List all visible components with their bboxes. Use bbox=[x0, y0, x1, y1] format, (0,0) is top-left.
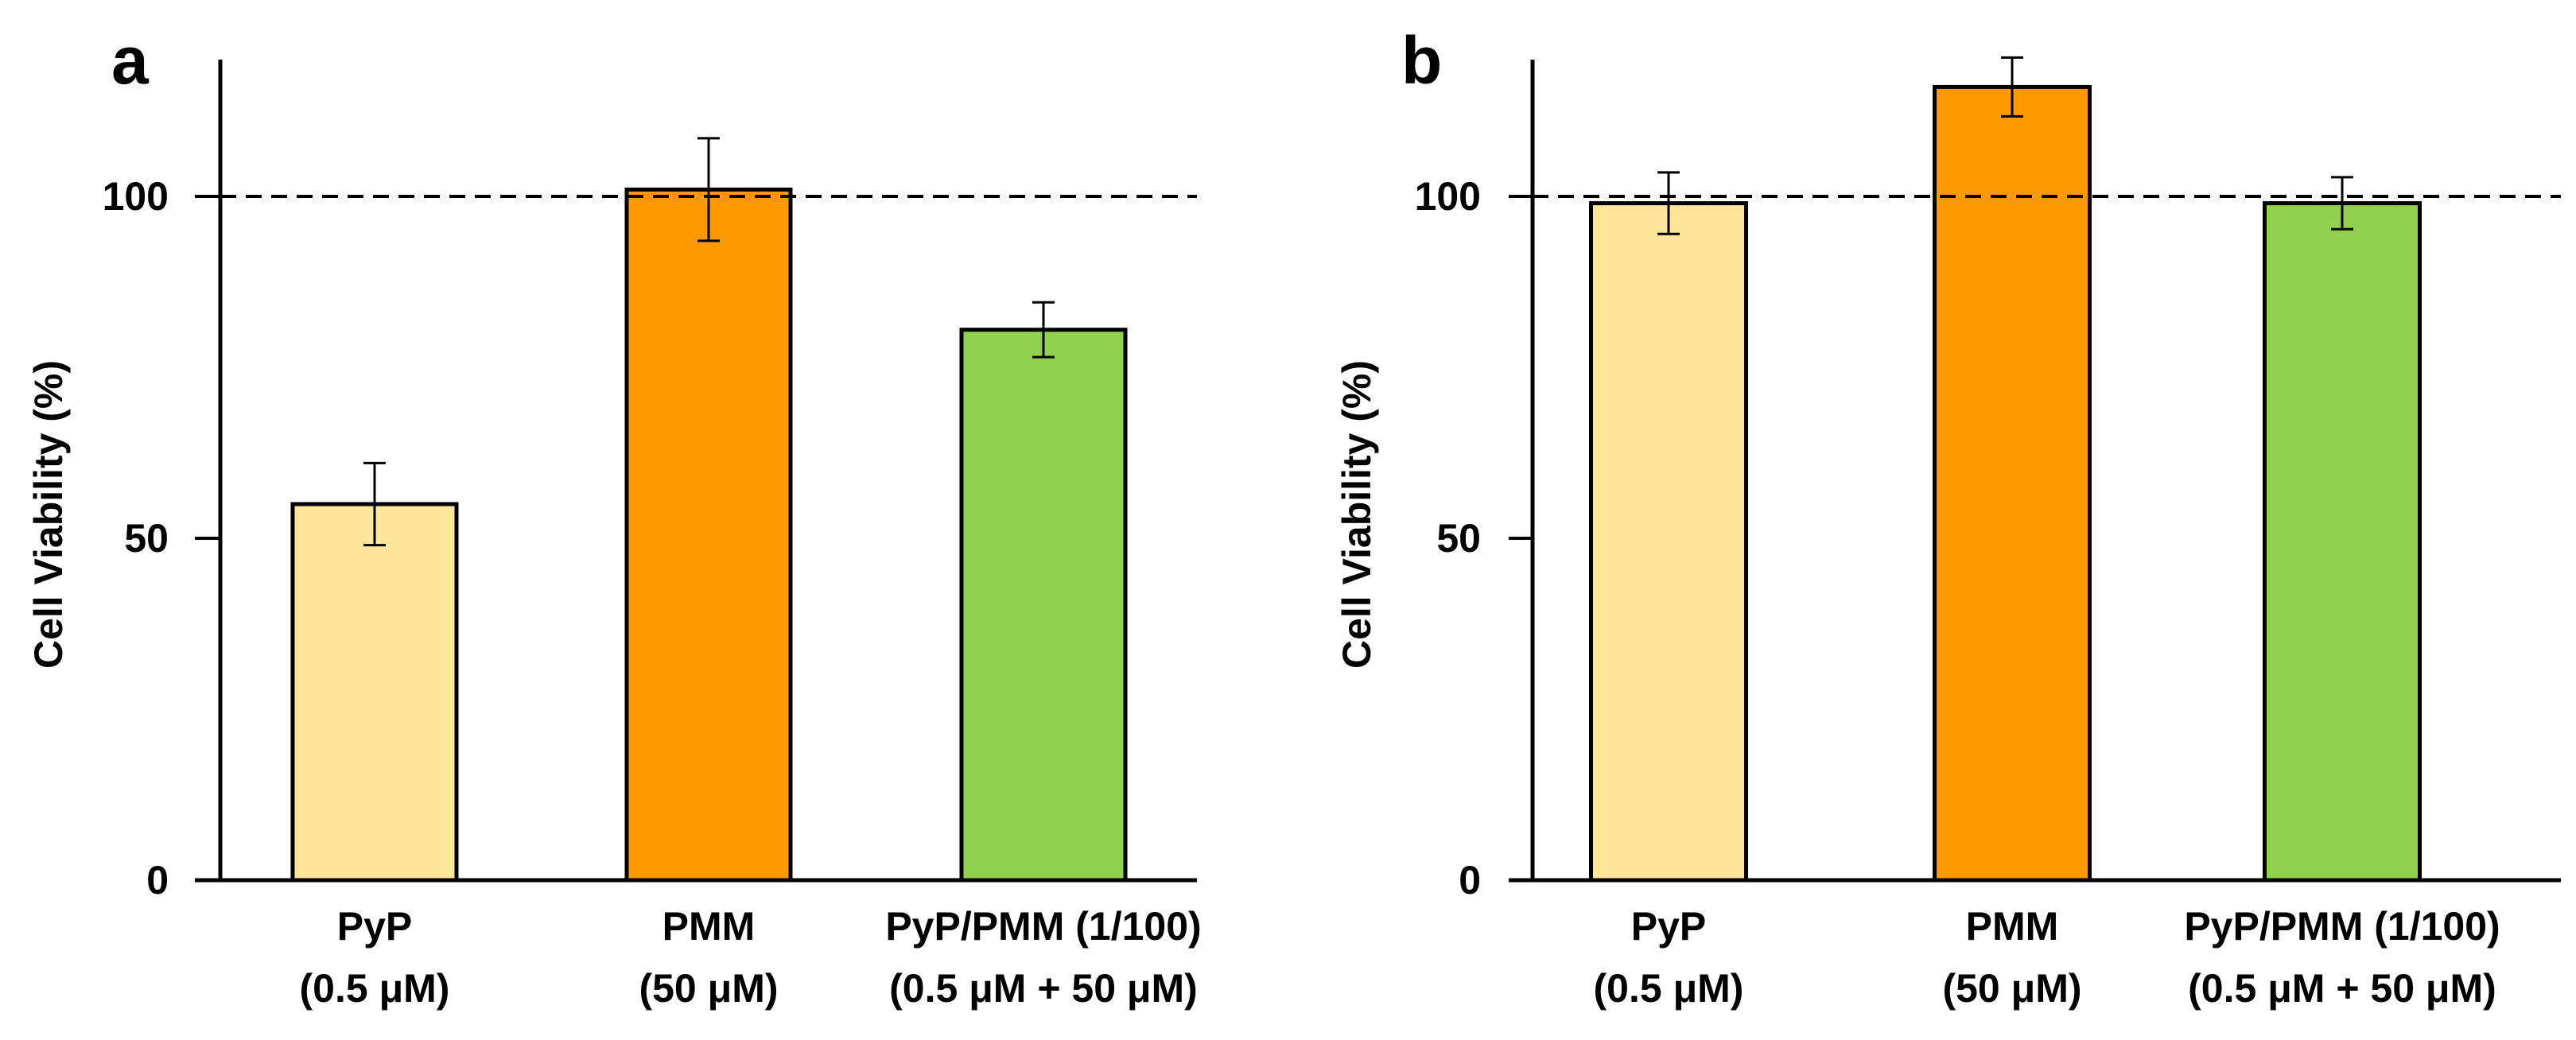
panel-b-category-label-1-line2: (0.5 μM) bbox=[1594, 966, 1744, 1011]
panel-a-category-label-2-line2: (50 μM) bbox=[639, 966, 778, 1011]
panel-b-error-bars bbox=[1657, 56, 2353, 235]
panel-a-bar-3 bbox=[959, 328, 1128, 883]
panel-b-y-axis-title: Cell Viability (%) bbox=[1335, 360, 1379, 669]
panel-a-category-label-1-line1: PyP bbox=[337, 904, 413, 949]
panel-a-bars bbox=[290, 187, 1128, 883]
panel-b-category-label-3-line1: PyP/PMM (1/100) bbox=[2184, 904, 2500, 949]
panel-b-error-bar-2 bbox=[2001, 56, 2023, 118]
panel-b-category-label-2-line2: (50 μM) bbox=[1942, 966, 2081, 1011]
panel-b-y-tick-label-50: 50 bbox=[1436, 516, 1481, 561]
panel-b-category-label-1-line1: PyP bbox=[1631, 904, 1707, 949]
panel-b-error-bar-1 bbox=[1657, 171, 1680, 235]
panel-a-y-axis-title: Cell Viability (%) bbox=[26, 360, 71, 669]
panel-a-category-labels: PyP (0.5 μM) PMM (50 μM) PyP/PMM (1/100) (0.5… bbox=[300, 904, 1202, 1011]
panel-a-category-label-3-line1: PyP/PMM (1/100) bbox=[885, 904, 1201, 949]
panel-a-y-tick-label-50: 50 bbox=[124, 516, 169, 561]
panel-a-y-ticks: 0 50 100 bbox=[103, 174, 220, 902]
panel-b-category-label-3-line2: (0.5 μM + 50 μM) bbox=[2188, 966, 2496, 1011]
panel-a-y-tick-label-0: 0 bbox=[146, 858, 169, 902]
panel-b-category-label-2-line1: PMM bbox=[1966, 904, 2059, 949]
panel-a-error-bar-3 bbox=[1032, 301, 1055, 359]
panel-a-category-label-1-line2: (0.5 μM) bbox=[300, 966, 450, 1011]
panel-b-bar-3 bbox=[2263, 201, 2422, 883]
panel-b-y-ticks: 0 50 100 bbox=[1415, 174, 1533, 902]
panel-a-category-label-2-line1: PMM bbox=[662, 904, 756, 949]
panel-a-category-label-3-line2: (0.5 μM + 50 μM) bbox=[889, 966, 1198, 1011]
panel-a-letter: a bbox=[111, 23, 150, 98]
panel-a-y-tick-label-100: 100 bbox=[103, 174, 169, 219]
panel-a-bar-2 bbox=[624, 187, 793, 883]
panel-b-error-bar-3 bbox=[2331, 176, 2353, 231]
panel-a-bar-1 bbox=[290, 502, 459, 883]
panel-a-error-bars bbox=[363, 137, 1055, 547]
panel-b-bars bbox=[1589, 84, 2422, 883]
panel-a-error-bar-2 bbox=[697, 137, 720, 243]
panel-a-error-bar-1 bbox=[363, 461, 386, 547]
panel-b-y-tick-label-0: 0 bbox=[1459, 858, 1481, 902]
panel-b-bar-2 bbox=[1933, 84, 2092, 883]
panel-b-bar-1 bbox=[1589, 201, 1748, 883]
panel-b-letter: b bbox=[1401, 23, 1442, 98]
panel-b-category-labels: PyP (0.5 μM) PMM (50 μM) PyP/PMM (1/100) (0.5… bbox=[1594, 904, 2500, 1011]
panel-b-y-tick-label-100: 100 bbox=[1415, 174, 1481, 219]
